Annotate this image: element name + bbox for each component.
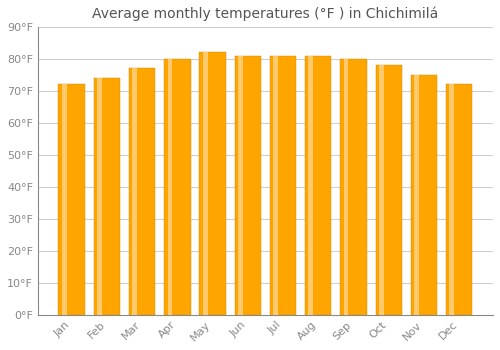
Bar xyxy=(376,65,402,315)
Bar xyxy=(203,52,207,315)
Bar xyxy=(164,59,190,315)
Bar xyxy=(132,68,137,315)
Bar xyxy=(344,59,348,315)
Bar xyxy=(234,56,261,315)
Title: Average monthly temperatures (°F ) in Chichimilá: Average monthly temperatures (°F ) in Ch… xyxy=(92,7,438,21)
Bar xyxy=(168,59,172,315)
Bar xyxy=(200,52,226,315)
Bar xyxy=(446,84,472,315)
Bar xyxy=(94,78,120,315)
Bar xyxy=(97,78,102,315)
Bar xyxy=(410,75,437,315)
Bar xyxy=(308,56,313,315)
Bar xyxy=(340,59,366,315)
Bar xyxy=(129,68,156,315)
Bar xyxy=(450,84,454,315)
Bar xyxy=(414,75,419,315)
Bar xyxy=(270,56,296,315)
Bar xyxy=(305,56,332,315)
Bar xyxy=(274,56,278,315)
Bar xyxy=(238,56,243,315)
Bar xyxy=(62,84,66,315)
Bar xyxy=(58,84,85,315)
Bar xyxy=(379,65,384,315)
